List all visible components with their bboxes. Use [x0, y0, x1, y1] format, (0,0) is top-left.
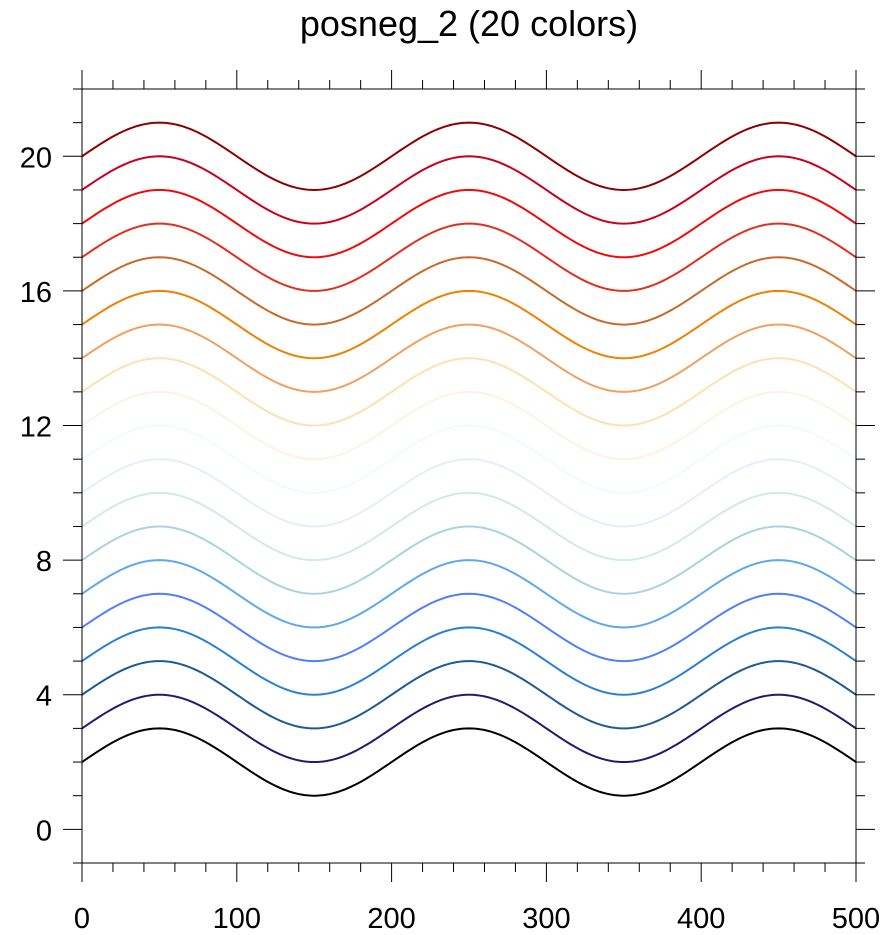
axis-ticks: 0 100 200 300 400 500 0 4 8 12 16 20: [20, 70, 880, 935]
y-tick-label: 0: [36, 815, 52, 847]
y-tick-label: 12: [20, 412, 52, 444]
y-tick-label: 20: [20, 142, 52, 174]
series-line-9: [81, 458, 857, 528]
series-line-17: [81, 188, 857, 259]
series-line-7: [81, 525, 857, 595]
series-line-19: [81, 121, 857, 191]
series-line-8: [81, 491, 857, 562]
series-line-2: [81, 693, 857, 764]
x-tick-label: 300: [522, 903, 570, 935]
x-tick-label: 100: [213, 903, 261, 935]
x-tick-label: 400: [677, 903, 725, 935]
series-lines: [81, 121, 857, 797]
series-line-13: [81, 323, 857, 393]
series-line-15: [81, 256, 857, 326]
y-tick-label: 8: [36, 546, 52, 578]
x-tick-label: 200: [367, 903, 415, 935]
series-line-12: [81, 357, 857, 427]
y-tick-label: 16: [20, 277, 52, 309]
chart-title: posneg_2 (20 colors): [300, 3, 638, 44]
series-line-16: [81, 222, 857, 292]
series-line-18: [81, 155, 857, 225]
series-line-14: [81, 289, 857, 360]
x-tick-label: 0: [74, 903, 90, 935]
series-line-4: [81, 626, 857, 696]
series-line-11: [81, 390, 857, 461]
series-line-10: [81, 424, 857, 494]
series-line-3: [81, 660, 857, 730]
series-line-1: [81, 727, 857, 797]
series-line-6: [81, 559, 857, 629]
series-line-5: [81, 592, 857, 663]
plot-frame: [81, 88, 857, 864]
x-tick-label: 500: [832, 903, 880, 935]
y-tick-label: 4: [36, 681, 52, 713]
